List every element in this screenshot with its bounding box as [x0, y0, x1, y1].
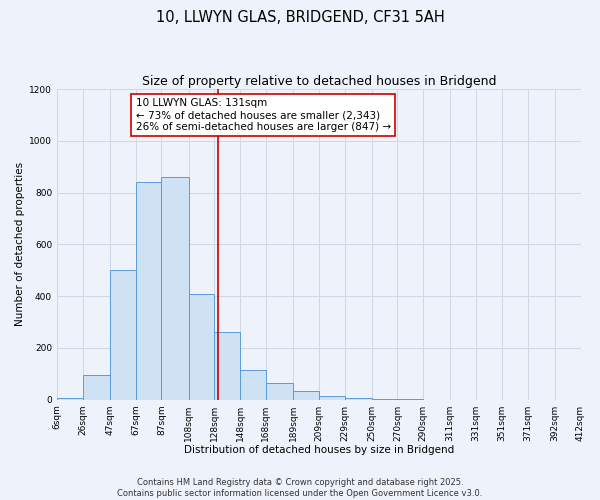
Bar [319, 396, 344, 400]
Text: Contains HM Land Registry data © Crown copyright and database right 2025.
Contai: Contains HM Land Registry data © Crown c… [118, 478, 482, 498]
Bar [188, 294, 214, 400]
Bar [161, 177, 188, 400]
Text: 10 LLWYN GLAS: 131sqm
← 73% of detached houses are smaller (2,343)
26% of semi-d: 10 LLWYN GLAS: 131sqm ← 73% of detached … [136, 98, 391, 132]
Title: Size of property relative to detached houses in Bridgend: Size of property relative to detached ho… [142, 75, 496, 88]
Bar [57, 398, 83, 400]
Bar [293, 390, 319, 400]
Bar [371, 399, 397, 400]
Text: 10, LLWYN GLAS, BRIDGEND, CF31 5AH: 10, LLWYN GLAS, BRIDGEND, CF31 5AH [155, 10, 445, 25]
Bar [214, 332, 240, 400]
X-axis label: Distribution of detached houses by size in Bridgend: Distribution of detached houses by size … [184, 445, 454, 455]
Bar [110, 270, 136, 400]
Y-axis label: Number of detached properties: Number of detached properties [15, 162, 25, 326]
Bar [266, 383, 293, 400]
Bar [83, 375, 110, 400]
Bar [344, 398, 371, 400]
Bar [240, 370, 266, 400]
Bar [136, 182, 161, 400]
